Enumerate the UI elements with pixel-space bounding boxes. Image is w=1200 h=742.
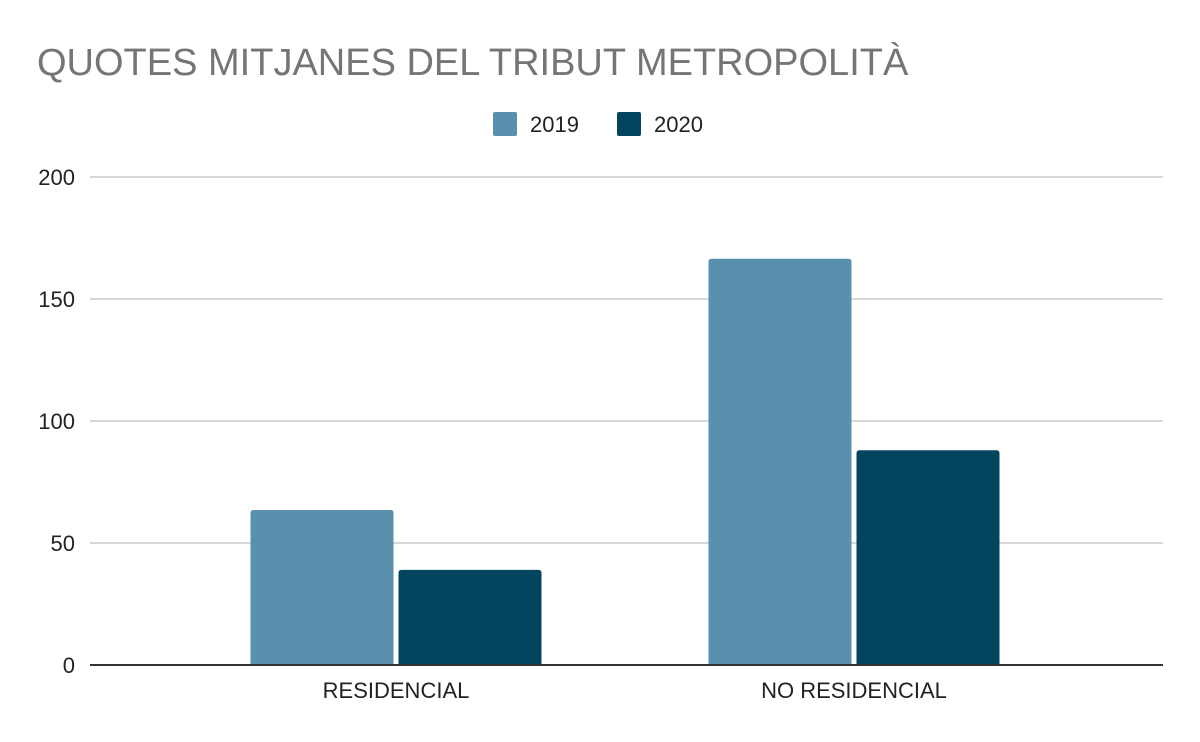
y-tick-label: 200 <box>38 165 75 190</box>
legend: 2019 2020 <box>493 112 703 137</box>
y-axis-tick-labels: 0 50 100 150 200 <box>38 165 75 678</box>
y-tick-label: 0 <box>63 653 75 678</box>
y-tick-label: 50 <box>51 531 75 556</box>
x-axis-category-labels: RESIDENCIAL NO RESIDENCIAL <box>323 678 947 703</box>
x-category-label: NO RESIDENCIAL <box>761 678 947 703</box>
bar-2020-no-residencial <box>856 450 1000 665</box>
chart-title: QUOTES MITJANES DEL TRIBUT METROPOLITÀ <box>37 41 909 84</box>
x-category-label: RESIDENCIAL <box>323 678 470 703</box>
legend-label-2020: 2020 <box>654 112 703 137</box>
y-tick-label: 150 <box>38 287 75 312</box>
legend-swatch-2020 <box>617 112 641 136</box>
y-tick-label: 100 <box>38 409 75 434</box>
bar-2020-residencial <box>398 569 542 665</box>
legend-swatch-2019 <box>493 112 517 136</box>
bar-2019-residencial <box>250 510 394 665</box>
legend-label-2019: 2019 <box>530 112 579 137</box>
bars <box>250 258 1000 665</box>
gridlines <box>90 176 1163 544</box>
bar-2019-no-residencial <box>708 258 852 665</box>
